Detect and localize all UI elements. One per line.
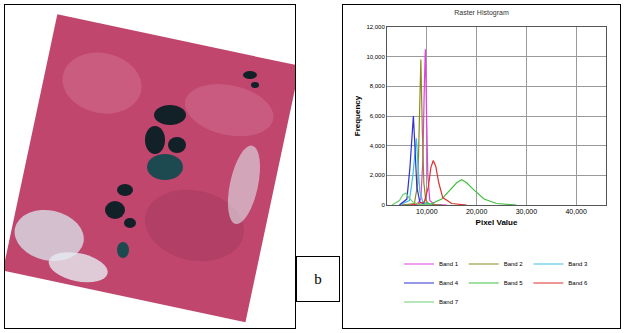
- svg-text:8,000: 8,000: [370, 83, 386, 89]
- svg-text:4,000: 4,000: [370, 143, 386, 149]
- svg-text:Band 4: Band 4: [439, 280, 459, 286]
- svg-text:6,000: 6,000: [370, 113, 386, 119]
- svg-text:30,000: 30,000: [516, 208, 538, 215]
- svg-text:Band 1: Band 1: [439, 261, 459, 267]
- html-text:b: b: [314, 270, 322, 287]
- svg-text:10,000: 10,000: [366, 54, 385, 60]
- svg-text:Band 6: Band 6: [568, 280, 588, 286]
- svg-text:12,000: 12,000: [366, 24, 385, 30]
- svg-text:Frequency: Frequency: [353, 95, 362, 136]
- svg-text:2,000: 2,000: [370, 172, 386, 178]
- svg-text:20,000: 20,000: [466, 208, 488, 215]
- svg-text:Band 2: Band 2: [504, 261, 524, 267]
- svg-text:Pixel Value: Pixel Value: [476, 218, 518, 227]
- svg-text:Raster Histogram: Raster Histogram: [454, 9, 509, 17]
- svg-text:10,000: 10,000: [416, 208, 438, 215]
- svg-text:0: 0: [381, 202, 385, 208]
- svg-text:40,000: 40,000: [565, 208, 587, 215]
- svg-text:Band 7: Band 7: [439, 299, 459, 305]
- svg-text:Band 3: Band 3: [568, 261, 588, 267]
- svg-text:Band 5: Band 5: [504, 280, 524, 286]
